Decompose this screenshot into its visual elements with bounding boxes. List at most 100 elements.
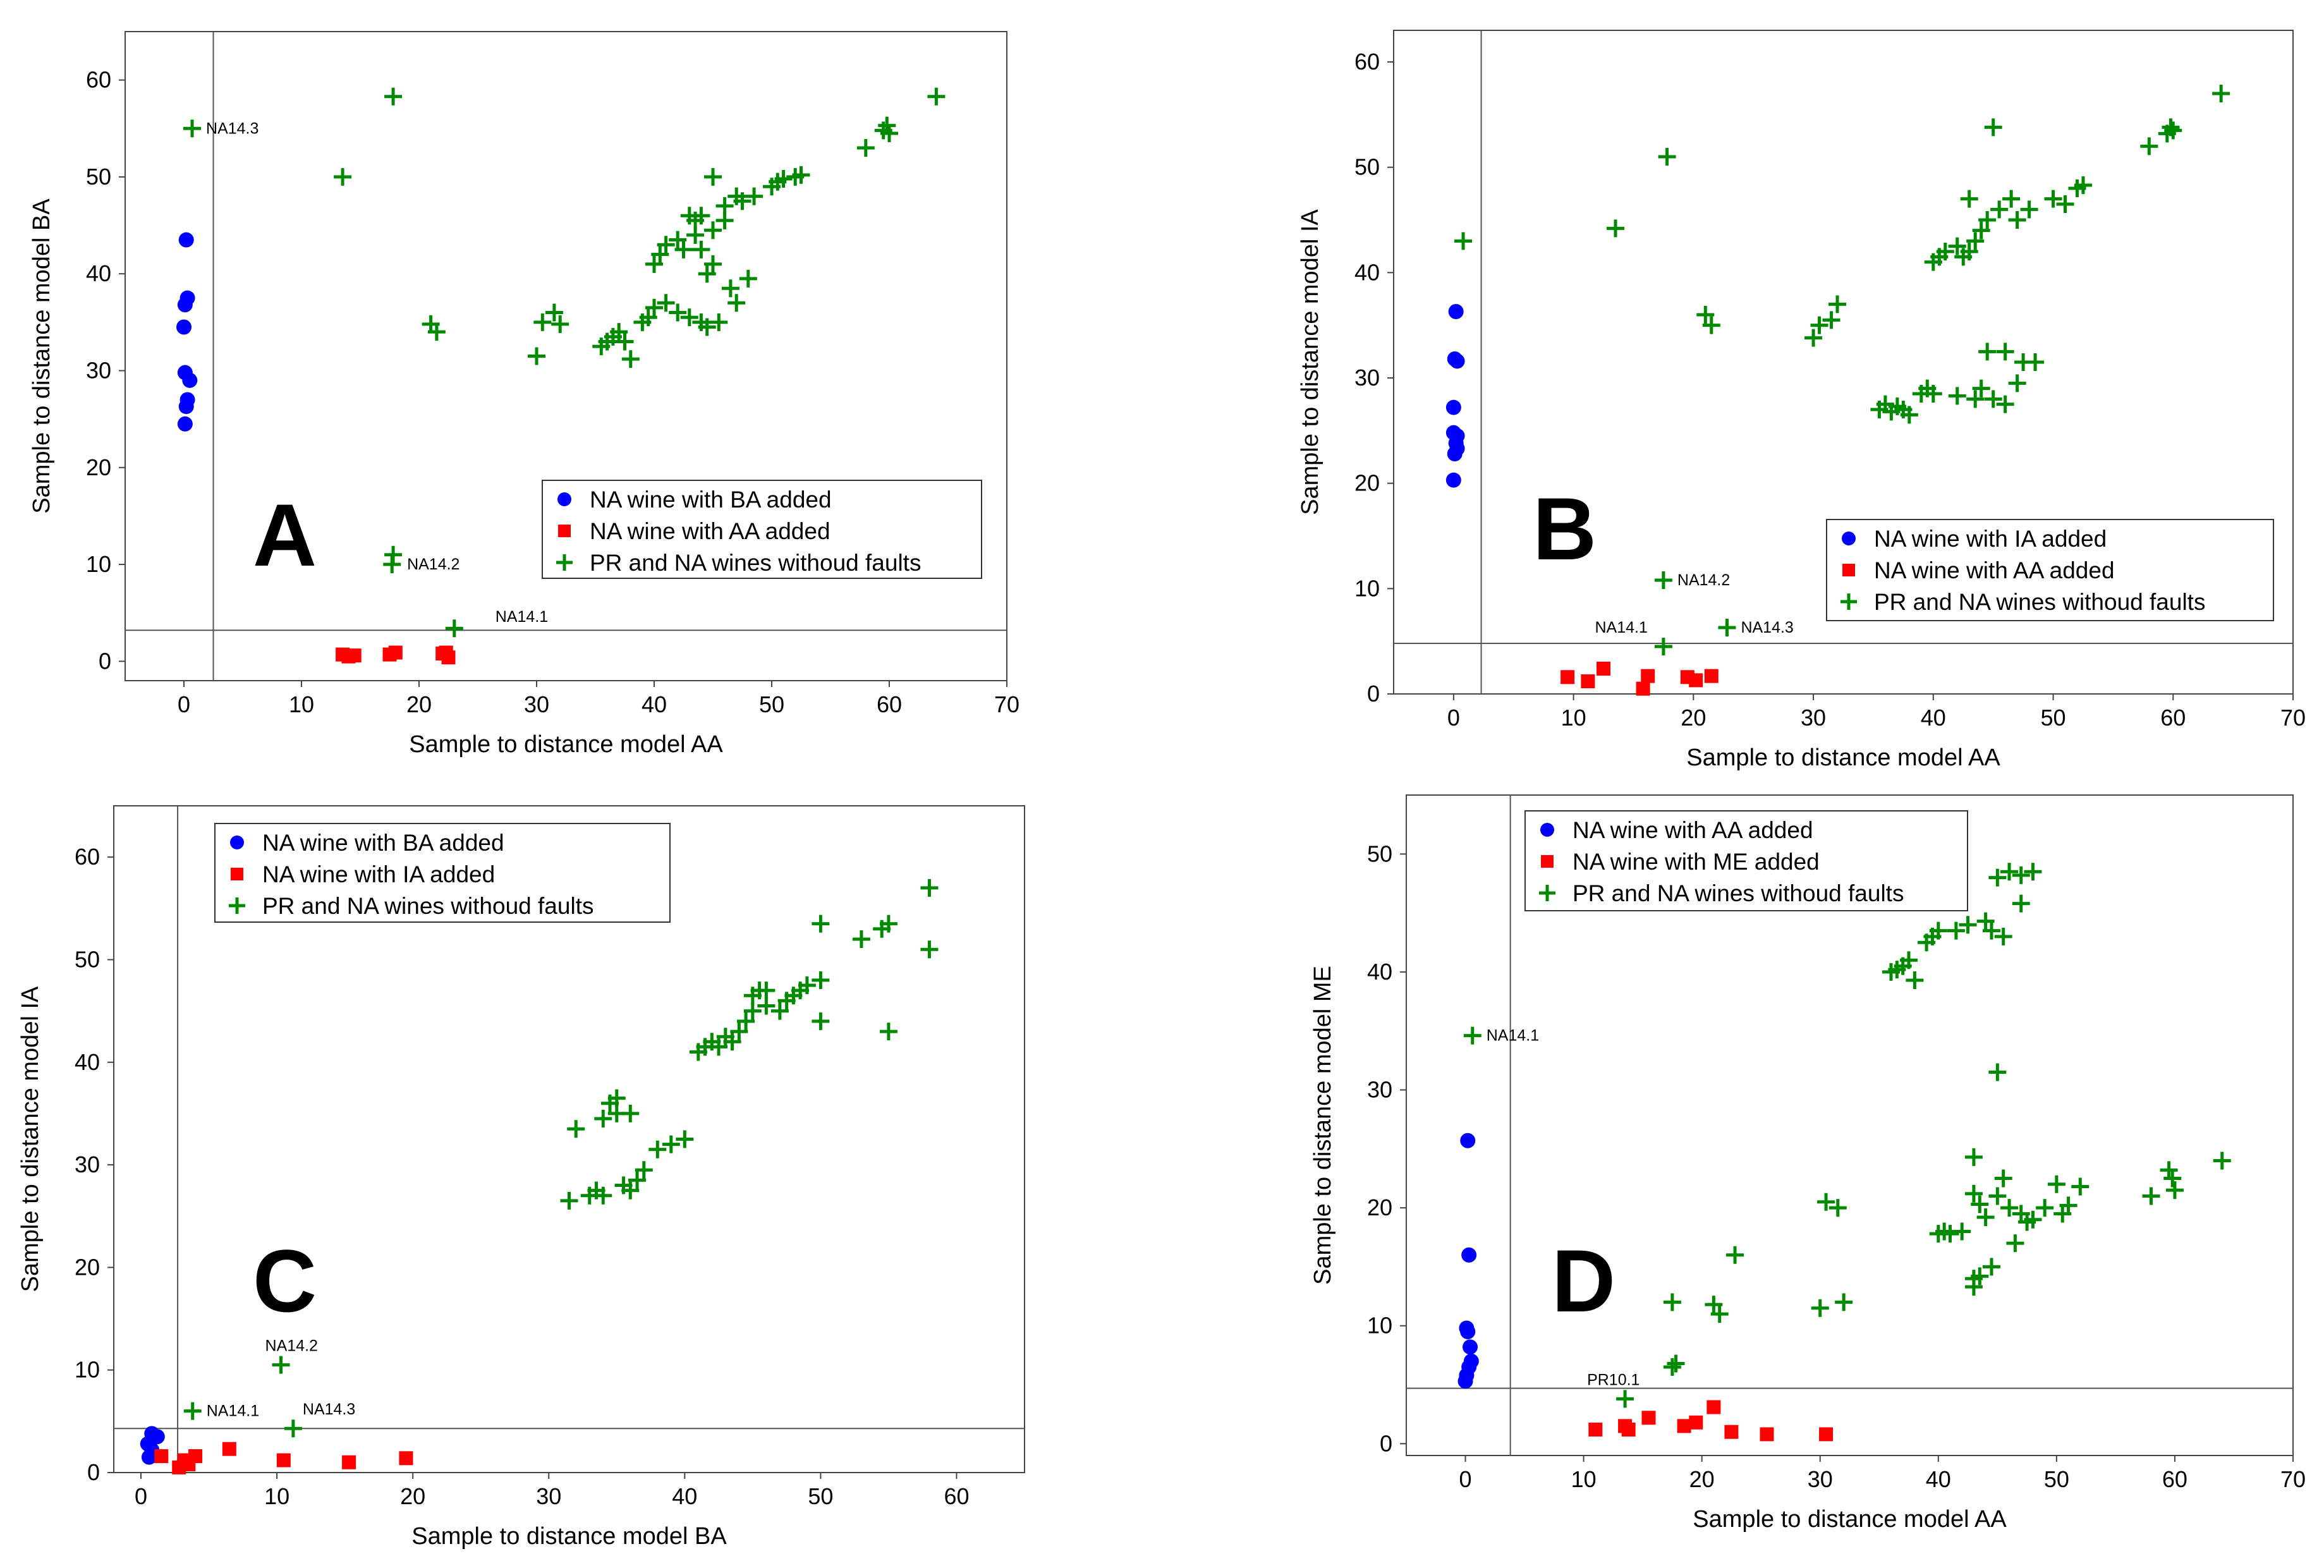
data-point-plus	[635, 1161, 653, 1179]
legend-label: PR and NA wines withoud faults	[1573, 880, 1904, 906]
data-point-square	[1588, 1422, 1603, 1437]
point-annotation: NA14.2	[407, 556, 459, 573]
data-point-plus	[1835, 1293, 1853, 1311]
x-tick-label: 0	[135, 1483, 147, 1509]
data-point-plus	[852, 930, 870, 948]
data-point-plus	[551, 315, 569, 333]
data-point-plus	[704, 167, 722, 186]
data-point-plus	[680, 308, 698, 327]
y-tick-label: 10	[1367, 1313, 1392, 1339]
data-point-plus	[1817, 1193, 1835, 1211]
y-tick-label: 60	[75, 844, 100, 870]
data-point-plus	[1654, 638, 1672, 655]
data-point-square	[1641, 669, 1655, 683]
data-point-plus	[770, 1002, 789, 1020]
data-point-circle	[141, 1449, 157, 1465]
data-point-square	[1760, 1427, 1774, 1442]
panel-letter: A	[253, 485, 317, 585]
data-point-plus	[2008, 374, 2026, 392]
x-axis-title: Sample to distance model AA	[1693, 1506, 2007, 1533]
data-point-plus	[2008, 211, 2026, 229]
data-point-plus	[2059, 1196, 2078, 1215]
data-point-plus	[1654, 571, 1672, 589]
y-tick-label: 0	[1367, 681, 1380, 707]
data-point-plus	[2024, 1210, 2042, 1229]
data-point-plus	[639, 308, 657, 327]
data-point-plus	[2024, 863, 2042, 881]
data-point-plus	[669, 303, 687, 322]
data-point-square	[276, 1453, 291, 1468]
data-point-plus	[1988, 1187, 2007, 1205]
data-point-plus	[545, 303, 563, 322]
point-annotation: NA14.3	[303, 1401, 355, 1418]
x-tick-label: 50	[759, 691, 784, 717]
data-point-plus	[2002, 190, 2021, 208]
data-point-square	[1581, 674, 1595, 688]
data-point-plus	[1971, 1267, 1989, 1285]
data-point-plus	[1810, 316, 1828, 334]
x-tick-label: 60	[2162, 1466, 2187, 1492]
data-point-plus	[1964, 1148, 1983, 1166]
plot-frame	[1406, 794, 2294, 1456]
data-point-square	[439, 645, 453, 660]
data-point-circle	[1448, 304, 1464, 319]
legend-marker-circle	[557, 492, 571, 506]
data-point-plus	[2000, 863, 2019, 881]
data-point-plus	[2160, 1161, 2178, 1179]
data-point-plus	[1972, 221, 1990, 240]
point-annotation: NA14.3	[206, 119, 259, 137]
data-point-plus	[621, 1181, 640, 1200]
data-point-plus	[1667, 1354, 1685, 1373]
data-point-plus	[2163, 1169, 2182, 1188]
x-tick-label: 40	[642, 691, 667, 717]
data-point-plus	[698, 265, 716, 283]
point-annotation: NA14.1	[496, 608, 548, 626]
point-annotation: NA14.1	[1595, 619, 1648, 636]
legend-marker-plus	[556, 554, 573, 571]
data-point-square	[1560, 670, 1575, 684]
data-point-plus	[284, 1419, 302, 1438]
data-point-plus	[698, 318, 716, 336]
data-point-plus	[1811, 1299, 1829, 1317]
y-tick-label: 10	[1354, 575, 1380, 601]
y-tick-label: 20	[86, 454, 111, 480]
point-annotation: NA14.1	[207, 1402, 259, 1420]
data-point-plus	[528, 347, 545, 365]
data-point-square	[1597, 662, 1611, 676]
data-point-plus	[1978, 343, 1997, 361]
legend-box	[542, 480, 982, 579]
data-point-plus	[739, 269, 757, 288]
data-point-plus	[715, 197, 734, 215]
legend-marker-square	[1842, 564, 1855, 576]
data-point-plus	[1960, 190, 1978, 208]
legend-label: NA wine with BA added	[590, 487, 832, 513]
data-point-square	[1724, 1425, 1739, 1439]
data-point-plus	[645, 255, 663, 273]
data-point-plus	[560, 1191, 578, 1210]
legend-marker-square	[1541, 855, 1554, 868]
plot-frame	[113, 805, 1025, 1473]
legend-box	[214, 823, 671, 923]
x-tick-label: 70	[994, 691, 1019, 717]
data-point-plus	[427, 323, 446, 341]
legend-label: PR and NA wines withoud faults	[1874, 589, 2205, 615]
x-tick-label: 0	[178, 691, 190, 717]
data-point-square	[1706, 1400, 1721, 1414]
data-point-plus	[1804, 329, 1823, 347]
data-point-plus	[812, 915, 830, 933]
panel-letter: C	[253, 1231, 317, 1330]
y-tick-label: 20	[1354, 470, 1380, 496]
x-axis-title: Sample to distance model AA	[409, 731, 723, 758]
data-point-plus	[880, 124, 898, 142]
data-point-plus	[1822, 311, 1840, 329]
data-point-plus	[657, 294, 675, 312]
y-tick-label: 30	[86, 357, 111, 383]
data-point-plus	[676, 1130, 694, 1148]
data-point-plus	[183, 119, 202, 138]
point-annotation: NA14.3	[1741, 619, 1793, 636]
data-point-square	[399, 1451, 413, 1466]
data-point-plus	[2020, 200, 2038, 219]
data-point-plus	[1454, 232, 1473, 250]
x-tick-label: 30	[1808, 1466, 1833, 1492]
data-point-plus	[757, 997, 776, 1015]
